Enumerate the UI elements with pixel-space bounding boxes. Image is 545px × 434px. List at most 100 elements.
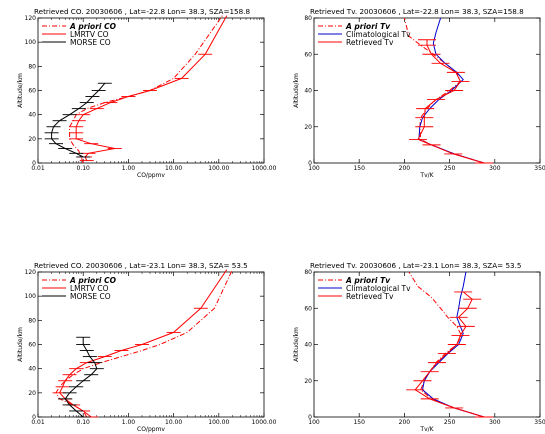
legend-label: MORSE CO [70, 38, 111, 47]
series-line [408, 271, 485, 418]
series-morse-co [58, 336, 104, 418]
legend-label: LMRTV CO [70, 30, 109, 39]
y-tick-label: 0 [32, 414, 36, 421]
y-tick-label: 60 [304, 305, 312, 312]
y-tick-label: 120 [25, 269, 37, 276]
y-tick-label: 0 [32, 160, 36, 167]
series-line [69, 15, 223, 164]
x-tick-label: 100.00 [208, 165, 229, 172]
chart-title: Retrieved Tv. 20030606 , Lat=-23.1 Lon= … [310, 261, 521, 270]
x-tick-label: 0.01 [31, 419, 45, 426]
y-tick-label: 40 [304, 342, 312, 349]
series-line [51, 82, 106, 158]
series-line [64, 337, 98, 418]
x-tick-label: 300 [489, 419, 501, 426]
legend-label: Climatological Tv [346, 284, 411, 293]
x-tick-label: 200 [399, 419, 411, 426]
y-axis-label: Altitude/km [17, 73, 24, 108]
series-retrieved-tv [406, 291, 493, 418]
chart-title: Retrieved Tv. 20030606 , Lat=-22.8 Lon= … [310, 7, 524, 16]
y-tick-label: 60 [28, 88, 36, 95]
x-tick-label: 1.00 [122, 165, 136, 172]
y-tick-label: 20 [28, 136, 36, 143]
y-tick-label: 20 [304, 378, 312, 385]
legend-label: A priori Tv [345, 22, 391, 31]
x-tick-label: 350 [534, 419, 545, 426]
y-tick-label: 0 [308, 160, 312, 167]
y-tick-label: 80 [304, 15, 312, 22]
x-axis-label: Tv/K [419, 172, 434, 179]
y-tick-label: 20 [28, 390, 36, 397]
y-axis-label: Altitude/km [293, 327, 300, 362]
y-tick-label: 80 [28, 317, 36, 324]
y-tick-label: 100 [25, 39, 37, 46]
x-tick-label: 1.00 [122, 419, 136, 426]
chart-panel-2: Retrieved Tv. 20030606 , Lat=-22.8 Lon= … [293, 7, 545, 179]
y-tick-label: 80 [304, 269, 312, 276]
y-tick-label: 0 [308, 414, 312, 421]
x-tick-label: 10.00 [165, 165, 182, 172]
x-axis-label: CO/ppmv [137, 426, 165, 433]
x-tick-label: 100.00 [208, 419, 229, 426]
legend-label: A priori CO [69, 22, 117, 31]
x-tick-label: 10.00 [165, 419, 182, 426]
chart-panel-3: Retrieved CO. 20030606 , Lat=-23.1 Lon= … [17, 261, 277, 433]
x-tick-label: 1000.00 [252, 165, 277, 172]
series-line [55, 269, 233, 418]
y-tick-label: 60 [304, 51, 312, 58]
x-tick-label: 250 [444, 165, 456, 172]
y-tick-label: 40 [28, 112, 36, 119]
y-axis-label: Altitude/km [293, 73, 300, 108]
x-tick-label: 1000.00 [252, 419, 277, 426]
x-tick-label: 0.10 [77, 419, 91, 426]
y-tick-label: 120 [25, 15, 37, 22]
x-tick-label: 200 [399, 165, 411, 172]
chart-title: Retrieved CO. 20030606 , Lat=-23.1 Lon= … [34, 261, 248, 270]
series-a-priori-co [69, 15, 223, 164]
x-tick-label: 300 [489, 165, 501, 172]
x-tick-label: 0.01 [31, 165, 45, 172]
x-tick-label: 100 [308, 165, 320, 172]
x-tick-label: 150 [353, 419, 365, 426]
chart-title: Retrieved CO. 20030606 , Lat=-22.8 Lon= … [34, 7, 250, 16]
series-a-priori-co [55, 269, 233, 418]
series-climatological-tv [421, 271, 485, 418]
y-axis-label: Altitude/km [17, 327, 24, 362]
series-a-priori-tv [408, 271, 485, 418]
series-a-priori-tv [403, 17, 485, 164]
chart-panel-1: Retrieved CO. 20030606 , Lat=-22.8 Lon= … [17, 7, 277, 179]
y-tick-label: 60 [28, 342, 36, 349]
series-lmrtv-co [69, 15, 228, 162]
legend-label: MORSE CO [70, 292, 111, 301]
series-line [403, 17, 485, 164]
y-tick-label: 20 [304, 124, 312, 131]
chart-panel-4: Retrieved Tv. 20030606 , Lat=-23.1 Lon= … [293, 261, 545, 433]
x-tick-label: 100 [308, 419, 320, 426]
y-tick-label: 100 [25, 293, 37, 300]
y-tick-label: 80 [28, 63, 36, 70]
x-tick-label: 0.10 [77, 165, 91, 172]
x-tick-label: 350 [534, 165, 545, 172]
x-axis-label: Tv/K [419, 426, 434, 433]
legend-label: Retrieved Tv [346, 38, 394, 47]
series-line [421, 271, 485, 418]
y-tick-label: 40 [304, 88, 312, 95]
y-tick-label: 40 [28, 366, 36, 373]
series-retrieved-tv [408, 39, 493, 164]
series-line [58, 269, 228, 418]
legend-label: LMRTV CO [70, 284, 109, 293]
series-morse-co [44, 82, 112, 158]
legend-label: A priori CO [69, 276, 117, 285]
x-axis-label: CO/ppmv [137, 172, 165, 179]
series-line [414, 291, 485, 418]
legend-label: A priori Tv [345, 276, 391, 285]
x-tick-label: 250 [444, 419, 456, 426]
legend-label: Climatological Tv [346, 30, 411, 39]
legend-label: Retrieved Tv [346, 292, 394, 301]
x-tick-label: 150 [353, 165, 365, 172]
